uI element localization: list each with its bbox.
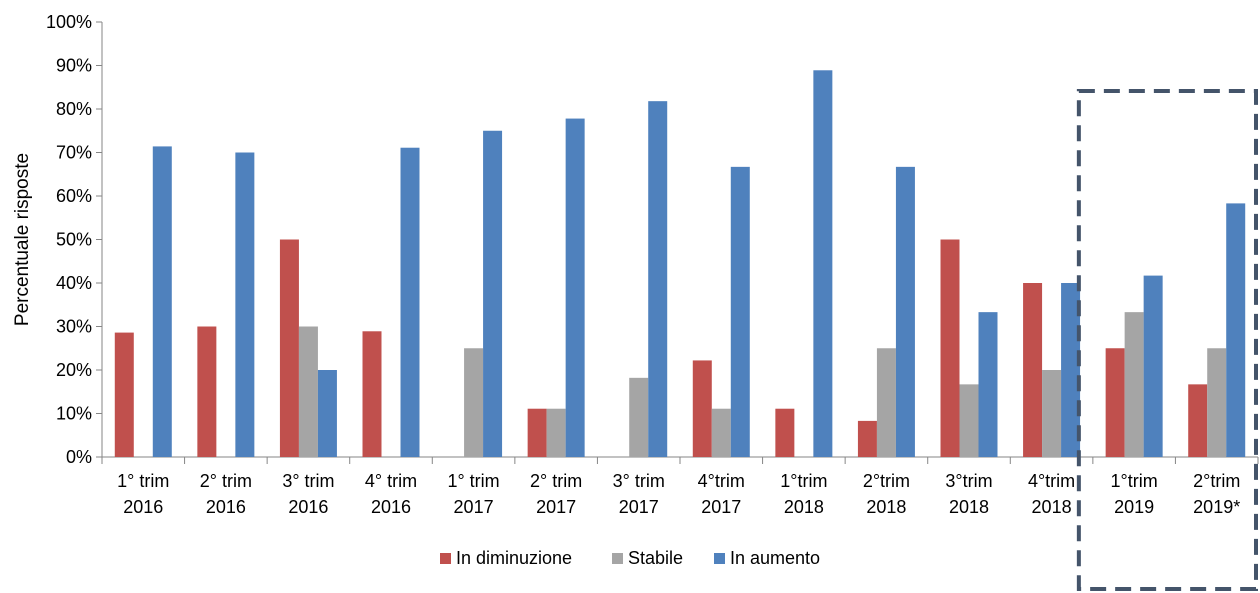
bar-stabile <box>464 348 484 457</box>
x-category-label-line2: 2018 <box>866 497 906 517</box>
bar-in-aumento <box>400 147 420 457</box>
x-category-label-line2: 2018 <box>949 497 989 517</box>
x-category-label-line2: 2017 <box>701 497 741 517</box>
x-category-label-line1: 4°trim <box>698 471 745 491</box>
bar-in-diminuzione <box>114 332 134 457</box>
bar-stabile <box>711 408 731 457</box>
bar-in-diminuzione <box>692 360 712 457</box>
y-tick-label: 10% <box>56 404 92 424</box>
y-tick-label: 70% <box>56 143 92 163</box>
bar-in-diminuzione <box>527 408 547 457</box>
bar-in-aumento <box>1143 275 1163 457</box>
x-category-label-line2: 2019* <box>1193 497 1240 517</box>
x-category-label-line1: 2°trim <box>863 471 910 491</box>
legend-swatch <box>440 553 451 564</box>
bar-stabile <box>1207 348 1227 457</box>
y-tick-label: 0% <box>66 447 92 467</box>
y-axis-title: Percentuale risposte <box>12 153 33 326</box>
dashed-highlight-rect <box>1076 89 1259 591</box>
y-tick-label: 20% <box>56 360 92 380</box>
x-category-label-line1: 1° trim <box>447 471 499 491</box>
x-category-label-line2: 2018 <box>784 497 824 517</box>
x-category-label-line1: 2° trim <box>200 471 252 491</box>
bar-in-aumento <box>1226 203 1246 457</box>
bar-in-diminuzione <box>1188 384 1208 457</box>
x-category-label-line1: 3°trim <box>945 471 992 491</box>
x-category-label-line1: 3° trim <box>282 471 334 491</box>
x-category-label-line2: 2016 <box>371 497 411 517</box>
legend-label: In aumento <box>730 548 820 568</box>
bar-in-aumento <box>565 118 585 457</box>
x-category-label-line2: 2018 <box>1032 497 1072 517</box>
bar-in-diminuzione <box>362 331 382 457</box>
y-tick-label: 80% <box>56 99 92 119</box>
x-category-label-line2: 2017 <box>619 497 659 517</box>
x-category-label-line1: 1°trim <box>780 471 827 491</box>
bar-in-diminuzione <box>857 420 877 457</box>
x-category-label-line1: 2° trim <box>530 471 582 491</box>
x-category-label-line1: 1° trim <box>117 471 169 491</box>
y-tick-label: 30% <box>56 317 92 337</box>
bar-stabile <box>1124 312 1144 457</box>
y-tick-label: 40% <box>56 273 92 293</box>
bar-in-diminuzione <box>940 239 960 457</box>
legend-label: In diminuzione <box>456 548 572 568</box>
bar-stabile <box>629 377 649 457</box>
chart-bars <box>114 70 1246 458</box>
bar-in-aumento <box>978 312 998 457</box>
bar-in-aumento <box>483 130 503 457</box>
bar-stabile <box>959 384 979 457</box>
bar-in-aumento <box>152 146 172 457</box>
bar-stabile <box>876 348 896 457</box>
x-category-label-line2: 2016 <box>288 497 328 517</box>
x-category-label-line2: 2016 <box>206 497 246 517</box>
bar-in-aumento <box>813 70 833 457</box>
bar-in-diminuzione <box>775 408 795 457</box>
x-category-label-line1: 1°trim <box>1111 471 1158 491</box>
bar-stabile <box>1042 370 1062 457</box>
x-category-label-line2: 2019 <box>1114 497 1154 517</box>
bar-in-aumento <box>317 370 337 457</box>
bar-in-aumento <box>895 166 915 458</box>
y-tick-label: 90% <box>56 56 92 76</box>
x-category-label-line1: 4° trim <box>365 471 417 491</box>
y-tick-label: 100% <box>46 12 92 32</box>
bar-in-aumento <box>730 166 750 458</box>
bar-in-aumento <box>235 152 255 457</box>
y-tick-label: 60% <box>56 186 92 206</box>
legend-swatch <box>714 553 725 564</box>
bar-in-aumento <box>648 101 668 458</box>
x-category-label-line2: 2017 <box>454 497 494 517</box>
bar-in-diminuzione <box>279 239 299 457</box>
x-category-label-line2: 2016 <box>123 497 163 517</box>
chart-labels: 1° trim 2016 2° trim 2016 3° trim 2016 4° trim… <box>117 471 1240 517</box>
x-category-label-line1: 2°trim <box>1193 471 1240 491</box>
x-category-label-line2: 2017 <box>536 497 576 517</box>
x-category-label-line1: 4°trim <box>1028 471 1075 491</box>
legend-label: Stabile <box>628 548 683 568</box>
highlight-box <box>1076 89 1259 591</box>
bar-in-diminuzione <box>1105 348 1125 457</box>
x-category-label-line1: 3° trim <box>613 471 665 491</box>
bar-in-diminuzione <box>197 326 217 457</box>
chart-legend: In diminuzione Stabile In aumento <box>440 548 820 568</box>
legend-swatch <box>612 553 623 564</box>
bar-in-aumento <box>1061 283 1081 457</box>
bar-in-diminuzione <box>1023 283 1043 457</box>
y-tick-label: 50% <box>56 230 92 250</box>
bar-stabile <box>298 326 318 457</box>
bar-stabile <box>546 408 566 457</box>
